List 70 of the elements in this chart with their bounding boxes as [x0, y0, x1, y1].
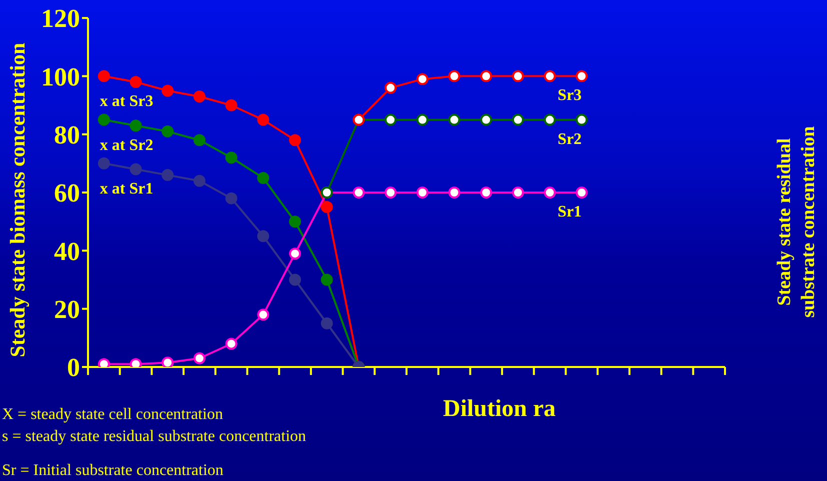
- point: [448, 70, 460, 82]
- series-label: x at Sr3: [100, 93, 154, 110]
- point: [576, 186, 588, 198]
- y-tick-label: 0: [67, 353, 80, 382]
- point: [130, 120, 142, 132]
- point: [289, 216, 302, 228]
- point: [98, 114, 110, 126]
- point: [130, 163, 142, 176]
- text: X = steady state cell concentration: [2, 405, 224, 425]
- point: [162, 169, 174, 182]
- y2-axis-title: Steady state residual substrate concentration: [773, 126, 820, 318]
- point: [384, 186, 397, 198]
- point: [193, 174, 206, 187]
- point: [544, 70, 556, 82]
- y-tick-label: 80: [54, 120, 80, 150]
- x-axis-title: Dilution ra: [443, 396, 556, 423]
- series-label: Sr2: [558, 130, 582, 148]
- point: [289, 248, 302, 260]
- point: [257, 230, 270, 242]
- point: [320, 274, 333, 286]
- text: s = steady state residual substrate concentration: [2, 427, 306, 447]
- point: [289, 134, 302, 146]
- point: [480, 114, 492, 126]
- point: [416, 73, 428, 86]
- point: [448, 114, 460, 126]
- point: [384, 82, 397, 94]
- point: [225, 152, 238, 164]
- point: [193, 90, 206, 103]
- point: [352, 186, 365, 198]
- point: [576, 114, 588, 126]
- y-tick-label: 100: [41, 62, 80, 92]
- point: [257, 308, 270, 321]
- point: [162, 125, 174, 138]
- point: [193, 352, 206, 364]
- point: [225, 338, 238, 350]
- point: [512, 70, 524, 82]
- point: [448, 186, 460, 198]
- y-axis-title: Steady state biomass concentration: [6, 42, 30, 358]
- y-tick-label: 20: [54, 295, 80, 324]
- series-label: Sr1: [558, 204, 582, 220]
- point: [576, 70, 588, 82]
- point: [98, 70, 110, 82]
- y-tick-label: 120: [41, 4, 80, 34]
- point: [257, 172, 270, 184]
- point: [480, 186, 492, 198]
- series-label: x at Sr1: [100, 180, 154, 198]
- y-tick-label: 60: [54, 178, 80, 208]
- point: [416, 186, 428, 198]
- point: [512, 186, 524, 198]
- point: [162, 84, 174, 97]
- point: [130, 76, 142, 88]
- point: [544, 114, 556, 126]
- point: [162, 356, 174, 367]
- point: [384, 114, 397, 126]
- point: [193, 134, 206, 146]
- point: [512, 114, 524, 126]
- point: [289, 274, 302, 286]
- text: Sr = Initial substrate concentration: [2, 461, 224, 481]
- point: [225, 192, 238, 204]
- point: [225, 99, 238, 112]
- point: [480, 70, 492, 82]
- series-label: Sr3: [558, 87, 582, 104]
- point: [544, 186, 556, 198]
- point: [320, 317, 333, 330]
- series-label: x at Sr2: [100, 136, 154, 154]
- point: [98, 157, 110, 170]
- point: [320, 201, 333, 214]
- y-tick-label: 40: [54, 236, 80, 266]
- point: [416, 114, 428, 126]
- point: [257, 114, 270, 126]
